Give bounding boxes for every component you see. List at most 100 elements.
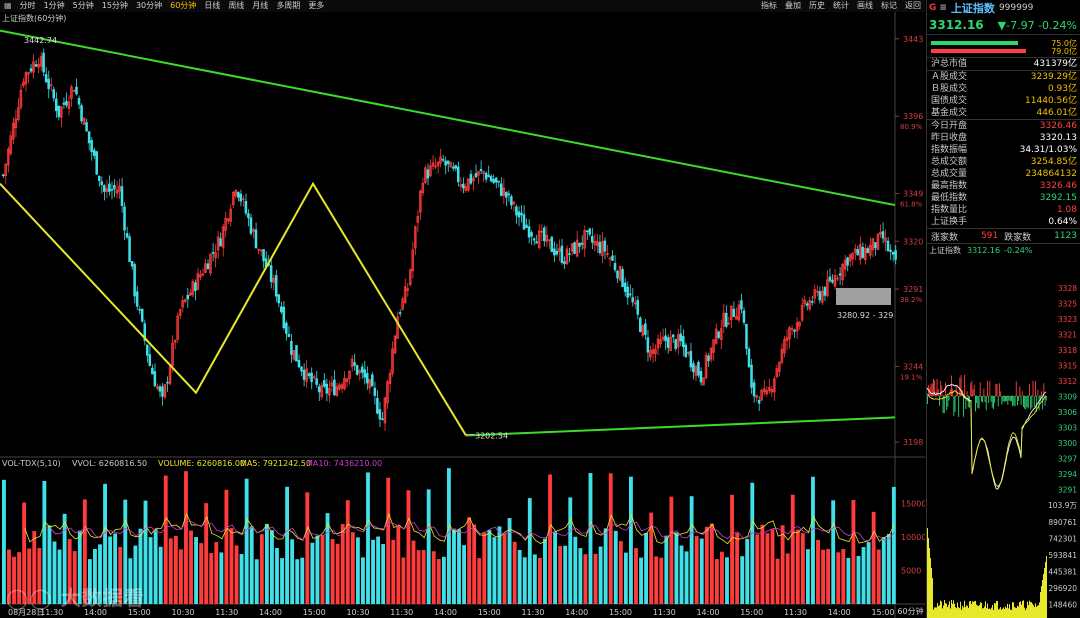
candle	[603, 237, 607, 260]
candle	[737, 300, 741, 323]
tool-3[interactable]: 统计	[833, 1, 849, 10]
tool-0[interactable]: 指标	[761, 1, 777, 10]
volume-bar	[401, 557, 406, 604]
candle	[1, 173, 5, 179]
candle	[722, 304, 725, 334]
candle	[692, 360, 695, 380]
grid-icon[interactable]: ▦	[4, 1, 12, 10]
mini-y-tick: 3312	[1058, 377, 1077, 386]
volume-bars	[2, 468, 896, 604]
mini-y-tick: 3303	[1058, 424, 1077, 433]
candle	[601, 232, 604, 264]
info-row: 总成交额 3254.85亿	[927, 156, 1080, 168]
tab-1[interactable]: 1分钟	[43, 1, 65, 10]
volume-bar	[148, 537, 153, 604]
candlestick-chart[interactable]: 上证指数(60分钟) 3443 3396 80.9% 3349 61.8% 3320 3291…	[0, 12, 925, 618]
candle	[130, 261, 134, 270]
volume-bar	[811, 476, 815, 604]
volume-bar	[325, 513, 330, 604]
volume-bar	[629, 476, 633, 604]
volume-bar	[846, 557, 851, 604]
mini-volume-bars	[927, 528, 1047, 618]
candle	[669, 330, 672, 352]
y-tick-label: 3244	[903, 362, 923, 371]
candle	[42, 48, 45, 77]
volume-bar	[128, 558, 133, 604]
mini-avg-line	[927, 389, 1047, 488]
candle	[19, 83, 23, 110]
period-badge[interactable]: 60分钟	[896, 606, 925, 618]
tool-5[interactable]: 标记	[881, 1, 897, 10]
x-axis-label: 10:30	[171, 608, 194, 617]
dropdown-icon[interactable]: ≡	[939, 3, 947, 13]
candle	[67, 95, 71, 116]
candle	[22, 77, 25, 88]
candle	[65, 92, 68, 108]
volume-bar	[477, 558, 482, 604]
tab-3[interactable]: 15分钟	[101, 1, 128, 10]
candle	[775, 364, 779, 379]
tab-7[interactable]: 周线	[228, 1, 245, 10]
buy-bar-row: 75.0亿	[927, 39, 1080, 48]
volume-bar	[290, 539, 295, 604]
info-value: 3326.46	[1039, 121, 1077, 131]
tool-4[interactable]: 画线	[857, 1, 873, 10]
x-axis-label: 11:30	[40, 608, 63, 617]
candle	[813, 284, 816, 304]
tab-9[interactable]: 多周期	[276, 1, 301, 10]
candle	[654, 344, 657, 362]
tab-2[interactable]: 5分钟	[72, 1, 94, 10]
y-tick-label: 3320	[903, 237, 923, 246]
index-price: 3312.16	[929, 18, 984, 32]
candle	[27, 71, 30, 84]
candle	[209, 253, 212, 276]
candle	[545, 225, 549, 248]
tool-1[interactable]: 叠加	[785, 1, 801, 10]
vvol-value: VVOL: 6260816.50	[72, 459, 147, 468]
intraday-chart[interactable]: 3328 3325 3323 3321 3318 3315 3312 3309 3306 3303…	[927, 278, 1080, 618]
gear-icon[interactable]: G	[929, 3, 937, 13]
candle	[295, 345, 298, 362]
volume-bar	[543, 538, 547, 604]
volume-bar	[826, 548, 831, 604]
tab-6[interactable]: 日线	[204, 1, 221, 10]
tool-2[interactable]: 历史	[809, 1, 825, 10]
info-key: 最低指数	[931, 193, 968, 203]
volume-bar	[194, 537, 199, 604]
candle	[224, 211, 227, 238]
mini-vol-tick: 445381	[1048, 568, 1077, 577]
tab-10[interactable]: 更多	[308, 1, 325, 10]
x-axis-label: 08月28日	[8, 608, 44, 617]
candle	[745, 323, 748, 356]
candle	[858, 236, 862, 265]
volume-bar	[558, 545, 563, 604]
candle	[876, 233, 880, 251]
candle	[118, 178, 121, 199]
tab-4[interactable]: 30分钟	[135, 1, 163, 10]
tool-6[interactable]: 返回	[905, 1, 921, 10]
tab-5[interactable]: 60分钟	[170, 1, 197, 10]
volume-bar	[229, 528, 234, 604]
candle	[424, 164, 427, 185]
candle	[54, 92, 58, 118]
candle	[401, 296, 404, 311]
candle	[12, 117, 15, 145]
candle	[593, 233, 597, 252]
candle	[408, 268, 412, 287]
volume-bar	[745, 539, 750, 604]
candle	[135, 285, 139, 311]
candle	[611, 250, 614, 261]
candle	[826, 270, 829, 298]
candle	[322, 373, 326, 389]
volume-bar	[452, 529, 456, 604]
tab-8[interactable]: 月线	[252, 1, 269, 10]
y-tick-label: 3443	[903, 35, 923, 44]
candle	[285, 320, 288, 341]
candle	[363, 360, 366, 385]
tab-0[interactable]: 分时	[19, 1, 36, 10]
candle	[138, 306, 141, 315]
x-axis-label: 11:30	[215, 608, 238, 617]
volume-bar	[800, 533, 805, 604]
candle	[687, 351, 690, 357]
volume-bar	[457, 529, 461, 604]
